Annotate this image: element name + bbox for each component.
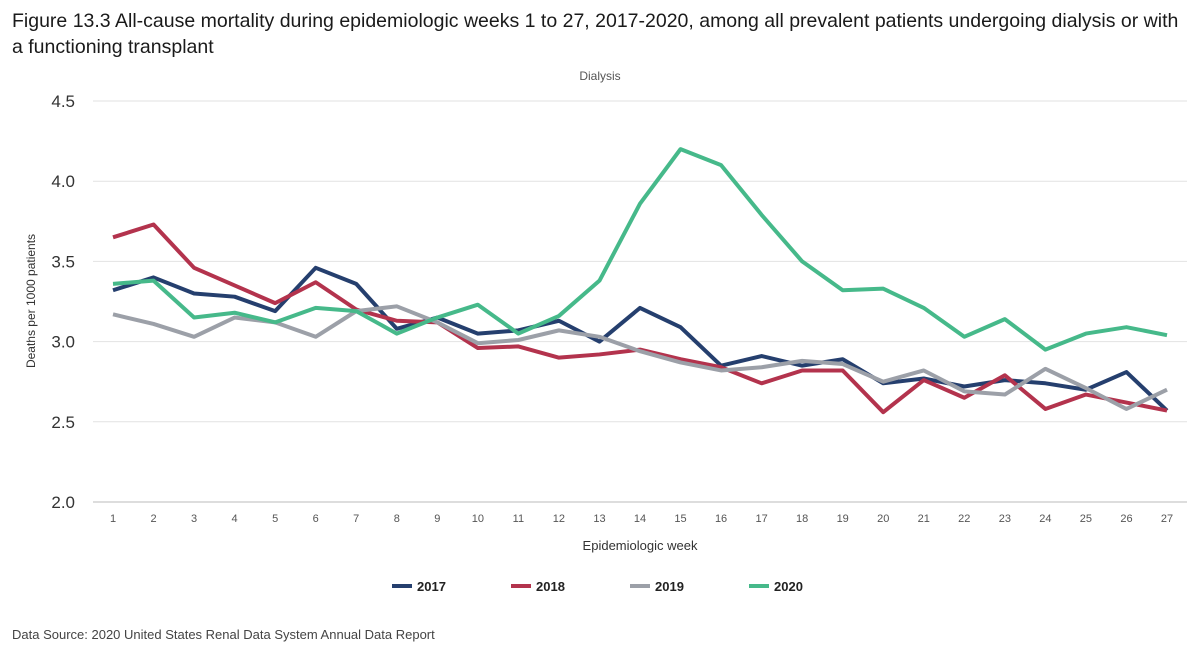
x-tick-label: 27 [1161, 513, 1173, 525]
x-tick-label: 23 [999, 513, 1011, 525]
x-axis-label: Epidemiologic week [583, 538, 698, 553]
x-tick-label: 2 [150, 513, 156, 525]
x-tick-label: 10 [472, 513, 484, 525]
x-tick-label: 7 [353, 513, 359, 525]
series-line-2020 [112, 147, 1168, 352]
y-tick-label: 3.5 [51, 252, 75, 271]
data-source: Data Source: 2020 United States Renal Da… [12, 627, 435, 642]
x-tick-label: 9 [434, 513, 440, 525]
x-tick-label: 22 [958, 513, 970, 525]
legend-label-2019: 2019 [655, 579, 684, 594]
x-tick-label: 19 [837, 513, 849, 525]
x-tick-label: 16 [715, 513, 727, 525]
legend-label-2018: 2018 [536, 579, 565, 594]
x-tick-label: 3 [191, 513, 197, 525]
y-tick-label: 2.0 [51, 493, 75, 512]
series-line-2019 [112, 304, 1168, 411]
y-tick-label: 2.5 [51, 413, 75, 432]
figure-title: Figure 13.3 All-cause mortality during e… [12, 10, 1179, 58]
chart-title: Dialysis [579, 69, 620, 83]
x-tick-label: 18 [796, 513, 808, 525]
x-tick-label: 26 [1120, 513, 1132, 525]
legend-label-2020: 2020 [774, 579, 803, 594]
series-line-2018 [112, 222, 1168, 415]
y-tick-label: 3.0 [51, 333, 75, 352]
x-tick-label: 21 [918, 513, 930, 525]
y-tick-label: 4.0 [51, 172, 75, 191]
x-tick-label: 13 [593, 513, 605, 525]
x-tick-label: 14 [634, 513, 646, 525]
legend-label-2017: 2017 [417, 579, 446, 594]
x-tick-label: 11 [513, 513, 524, 525]
x-tick-label: 15 [674, 513, 686, 525]
x-tick-label: 5 [272, 513, 278, 525]
y-axis-label: Deaths per 1000 patients [24, 234, 38, 368]
x-tick-label: 24 [1039, 513, 1051, 525]
x-tick-label: 6 [313, 513, 319, 525]
x-tick-label: 12 [553, 513, 565, 525]
x-tick-label: 25 [1080, 513, 1092, 525]
x-tick-label: 20 [877, 513, 889, 525]
x-tick-label: 4 [232, 513, 238, 525]
x-tick-label: 17 [755, 513, 767, 525]
x-tick-label: 8 [394, 513, 400, 525]
series-line-2017 [112, 265, 1169, 413]
x-tick-label: 1 [110, 513, 116, 525]
y-tick-label: 4.5 [51, 92, 75, 111]
